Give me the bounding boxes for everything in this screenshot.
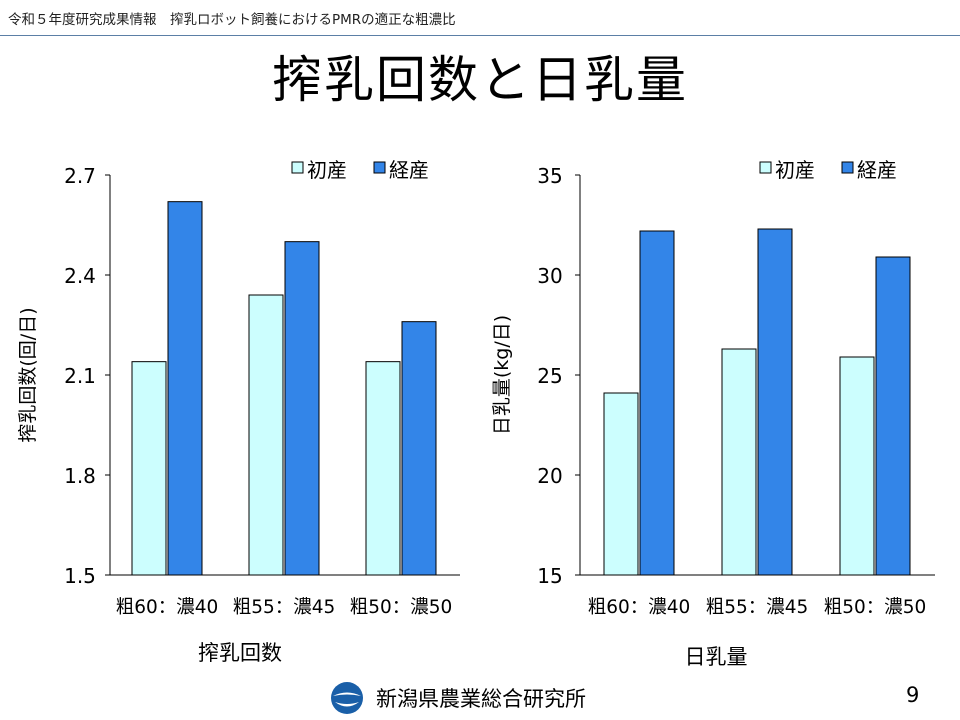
bar-primiparous	[131, 361, 167, 576]
y-tick-label: 35	[537, 164, 562, 188]
legend-swatch	[373, 161, 386, 174]
x-tick-label: 粗55：濃45	[233, 597, 336, 618]
prefecture-logo-icon	[331, 682, 363, 714]
y-tick-label: 1.5	[64, 564, 96, 588]
x-tick-label: 粗60：濃40	[116, 597, 219, 618]
legend-label: 経産	[389, 158, 429, 182]
slide-title: 搾乳回数と日乳量	[272, 51, 688, 109]
chart-milking-frequency: 1.5 1.8 2.1 2.4 2.7 搾乳回数(回/日) 粗60：濃40 粗55：濃45 粗5…	[17, 158, 460, 618]
legend-swatch	[841, 161, 854, 174]
x-tick-label: 粗50：濃50	[350, 597, 453, 618]
legend-label: 経産	[857, 158, 897, 182]
y-tick-label: 2.7	[64, 164, 96, 188]
y-tick-label: 30	[537, 264, 562, 288]
y-tick-label: 15	[537, 564, 562, 588]
bar-primiparous	[839, 356, 875, 576]
x-tick-label: 粗50：濃50	[824, 597, 927, 618]
y-tick-label: 2.1	[64, 364, 96, 388]
header-divider	[0, 35, 960, 36]
bar-primiparous	[365, 361, 401, 576]
chart-caption-daily-milk-yield: 日乳量	[684, 645, 748, 669]
bar-primiparous	[248, 294, 284, 576]
bar-multiparous	[757, 228, 793, 576]
y-tick-label: 1.8	[64, 464, 96, 488]
bar-multiparous	[875, 256, 911, 576]
legend-label: 初産	[307, 158, 347, 182]
bar-multiparous	[639, 230, 675, 576]
bar-multiparous	[284, 241, 320, 576]
bar-multiparous	[167, 201, 203, 576]
bar-multiparous	[401, 321, 437, 576]
bar-primiparous	[603, 392, 639, 576]
y-tick-label: 20	[537, 464, 562, 488]
bar-primiparous	[721, 348, 757, 576]
legend-swatch	[759, 161, 772, 174]
legend-label: 初産	[775, 158, 815, 182]
y-tick-label: 25	[537, 364, 562, 388]
x-tick-label: 粗60：濃40	[588, 597, 691, 618]
page-number: 9	[906, 683, 920, 707]
footer-organization: 新潟県農業総合研究所	[376, 687, 586, 711]
legend-swatch	[291, 161, 304, 174]
chart-daily-milk-yield: 15 20 25 30 35 日乳量(kg/日) 粗60：濃40 粗55：濃45 粗50：濃50…	[491, 158, 935, 618]
chart-caption-milking-frequency: 搾乳回数	[198, 641, 282, 665]
x-tick-label: 粗55：濃45	[706, 597, 809, 618]
header-text: 令和５年度研究成果情報 搾乳ロボット飼養におけるPMRの適正な粗濃比	[8, 12, 456, 28]
y-axis-label: 日乳量(kg/日)	[491, 315, 513, 435]
y-axis-label: 搾乳回数(回/日)	[17, 307, 39, 442]
header-bar: 令和５年度研究成果情報 搾乳ロボット飼養におけるPMRの適正な粗濃比	[0, 0, 960, 36]
y-tick-label: 2.4	[64, 264, 96, 288]
